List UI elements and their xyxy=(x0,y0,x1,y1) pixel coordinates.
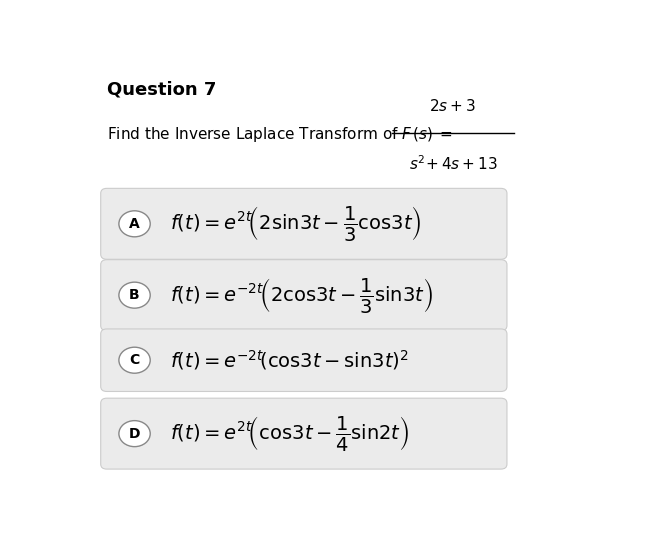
Circle shape xyxy=(119,347,150,373)
Circle shape xyxy=(119,211,150,237)
FancyBboxPatch shape xyxy=(100,189,507,259)
Text: D: D xyxy=(129,427,140,441)
Text: Question 7: Question 7 xyxy=(107,80,216,98)
Circle shape xyxy=(119,282,150,308)
FancyBboxPatch shape xyxy=(100,260,507,331)
Text: $f(t) = e^{2t}\!\left( 2\mathrm{sin}3t - \dfrac{1}{3}\mathrm{cos}3t \right)$: $f(t) = e^{2t}\!\left( 2\mathrm{sin}3t -… xyxy=(170,204,421,243)
FancyBboxPatch shape xyxy=(100,329,507,391)
Text: C: C xyxy=(130,353,140,367)
Text: $2s+3$: $2s+3$ xyxy=(430,99,477,114)
Text: A: A xyxy=(129,217,140,231)
FancyBboxPatch shape xyxy=(100,398,507,469)
Text: $f(t) = e^{-2t}\!\left( 2\mathrm{cos}3t - \dfrac{1}{3}\mathrm{sin}3t \right)$: $f(t) = e^{-2t}\!\left( 2\mathrm{cos}3t … xyxy=(170,276,433,314)
Text: $s^2\!+4s+13$: $s^2\!+4s+13$ xyxy=(409,155,497,173)
Text: B: B xyxy=(129,288,140,302)
Text: Find the Inverse Laplace Transform of $\mathit{F}\,(s)\;=$: Find the Inverse Laplace Transform of $\… xyxy=(107,125,452,144)
Text: $f(t) = e^{-2t}\!\left( \mathrm{cos}3t - \mathrm{sin}3t \right)^{2}$: $f(t) = e^{-2t}\!\left( \mathrm{cos}3t -… xyxy=(170,348,409,372)
Text: $f(t) = e^{2t}\!\left( \mathrm{cos}3t - \dfrac{1}{4}\mathrm{sin}2t \right)$: $f(t) = e^{2t}\!\left( \mathrm{cos}3t - … xyxy=(170,414,409,453)
Circle shape xyxy=(119,421,150,447)
